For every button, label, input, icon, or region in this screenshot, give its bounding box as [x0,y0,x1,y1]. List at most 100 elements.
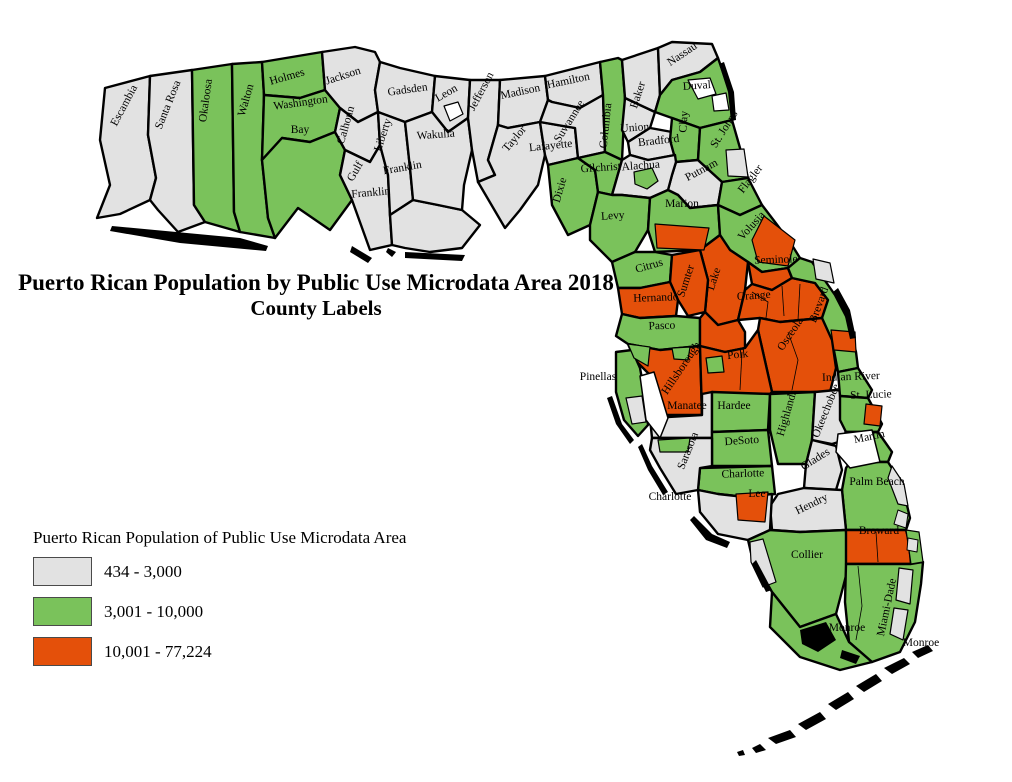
legend-label-mid: 3,001 - 10,000 [104,601,204,621]
label-union: Union [620,121,650,135]
patch-lakeland-green [705,355,725,374]
patch-palm-beach-coast-gray-1 [887,465,909,507]
legend-swatch-mid [33,597,92,626]
island-keys-4 [798,712,826,730]
patch-tallahassee [443,101,464,122]
island-canaveral-spit [833,288,856,339]
island-keys-5 [828,692,854,710]
island-cape-sable [800,622,836,652]
label-clay: Clay [677,110,691,133]
patch-fort-myers-orange [735,491,769,523]
island-sanibel [690,516,730,548]
county-hardee [710,390,772,434]
label-levy: Levy [601,209,626,223]
island-st-joseph-spit [350,246,372,263]
patch-duval-white-2 [711,92,730,112]
water-lake-okeechobee [835,429,881,469]
patch-port-st-lucie-orange [863,403,883,427]
county-indian-river [836,366,874,400]
patch-miami-gray-2 [889,607,909,641]
patch-broward-coast-gray [906,537,919,553]
label-hernando: Hernando [633,291,679,305]
island-apalachicola-bar [405,252,465,261]
island-jax-beach-bar [719,62,736,121]
county-franklin [388,198,482,254]
patch-gainesville-green [633,167,659,190]
puma-line-orange-2 [781,285,785,317]
patch-ocala-orange [654,223,710,251]
legend-swatch-low [33,557,92,586]
label-lafayette: Lafayette [528,138,572,154]
legend-item-mid: 3,001 - 10,000 [33,597,406,626]
label-orange: Orange [736,289,771,303]
label-marion: Marion [665,198,699,210]
label-collier: Collier [791,549,823,561]
label-columbia: Columbia [598,102,615,148]
legend-swatch-high [33,637,92,666]
label-broward: Broward [859,525,899,537]
island-keys-8 [912,645,933,658]
label-charlotte: Charlotte [721,467,764,480]
label-palm-beach: Palm Beach [849,476,904,488]
island-pinellas-bar [607,396,634,444]
label-wakulla: Wakulla [416,128,455,143]
label-charlotte: Charlotte [649,491,692,503]
county-bay [260,130,354,240]
label-hardee: Hardee [717,400,750,412]
label-polk: Polk [727,348,749,362]
label-pasco: Pasco [648,320,675,333]
island-everglades-pond [840,650,860,664]
legend-item-low: 434 - 3,000 [33,557,406,586]
label-lee: Lee [748,488,765,500]
label-manatee: Manatee [667,400,707,412]
patch-sarasota-green [657,437,691,453]
label-monroe: Monroe [829,622,865,634]
puma-line-orange-1 [751,291,769,319]
label-gadsden: Gadsden [387,81,429,99]
label-st-lucie: St. Lucie [850,388,892,401]
label-desoto: DeSoto [724,434,760,448]
label-seminole: Seminole [754,253,798,267]
label-alachua: Alachua [621,159,660,174]
label-gilchrist: Gilchrist [580,161,622,176]
puma-line-miami [855,565,863,641]
label-bradford: Bradford [637,133,680,149]
label-pinellas: Pinellas [580,371,617,383]
island-keys-3 [768,730,796,744]
puma-line-broward [875,531,879,563]
patch-merritt-gray [812,258,835,284]
island-ten-thousand [752,560,772,592]
island-santa-rosa-barrier [110,226,268,251]
patch-hillsborough-green-spot [671,346,691,361]
patch-hillsborough-green-nw [627,343,651,367]
island-keys-1 [737,750,745,756]
island-keys-2 [752,744,766,753]
puma-line-orange-3 [797,283,801,321]
label-bay: Bay [291,124,310,136]
legend: Puerto Rican Population of Public Use Mi… [33,528,406,678]
island-keys-6 [856,674,882,692]
legend-label-low: 434 - 3,000 [104,561,182,581]
water-tampa-bay [639,371,669,439]
patch-deltona-orange [751,215,796,267]
island-cape-san-blas [386,248,396,257]
legend-title: Puerto Rican Population of Public Use Mi… [33,528,407,547]
patch-st-johns-gray [725,148,749,178]
label-duval: Duval [682,79,711,93]
patch-miami-gray-1 [895,567,914,605]
county-taylor [476,120,547,230]
label-okaloosa: Okaloosa [197,78,215,123]
county-wakulla [403,110,474,212]
legend-label-high: 10,001 - 77,224 [104,641,212,661]
label-monroe: Monroe [903,637,939,649]
puma-line-osceola [787,331,799,391]
puma-line-polk [739,351,743,391]
patch-palm-beach-coast-gray-2 [893,509,909,529]
label-indian-river: Indian River [822,370,880,384]
patch-naples-gray [749,538,777,588]
legend-item-high: 10,001 - 77,224 [33,637,406,666]
patch-pinellas-gray [625,395,647,425]
county-levy [588,190,652,264]
